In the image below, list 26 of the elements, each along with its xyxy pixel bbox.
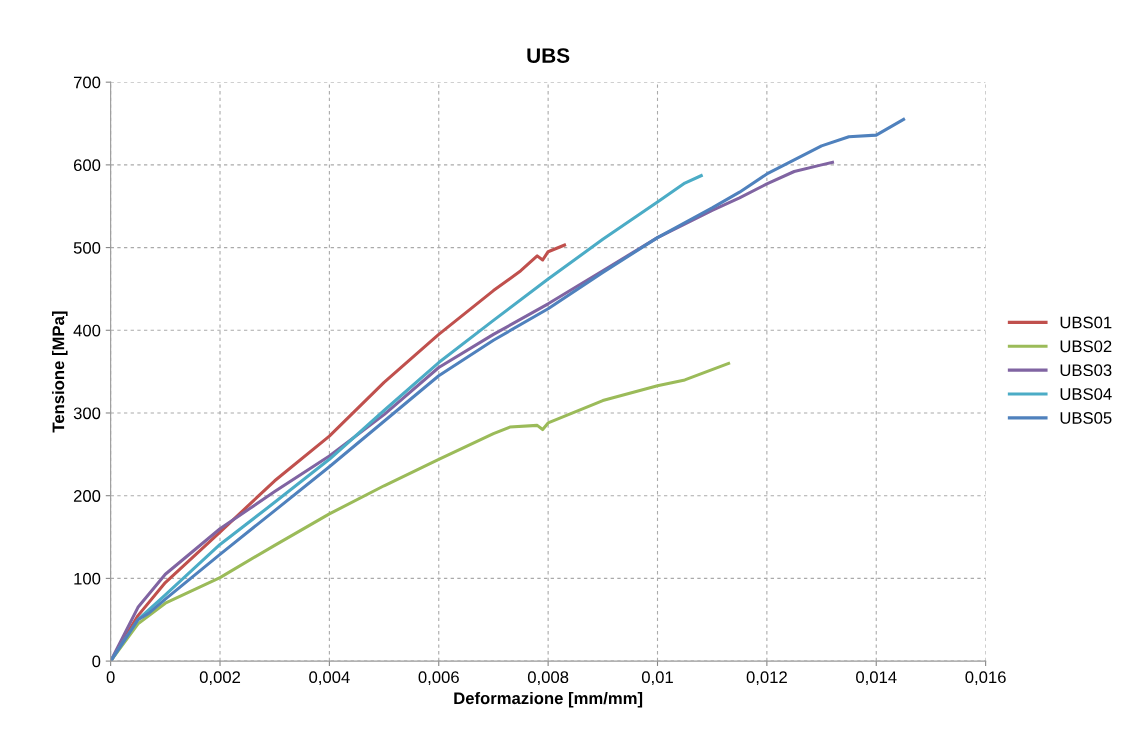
legend-label: UBS02 <box>1060 340 1112 353</box>
legend-label: UBS04 <box>1060 388 1112 400</box>
x-tick-label: 0,016 <box>965 671 1006 686</box>
chart-title: UBS <box>527 48 570 63</box>
x-axis-title: Deformazione [mm/mm] <box>454 691 643 708</box>
x-tick-label: 0,004 <box>309 671 350 686</box>
y-tick-label: 500 <box>73 241 101 254</box>
y-tick-label: 700 <box>73 76 101 89</box>
x-tick-label: 0,01 <box>641 671 673 686</box>
y-tick-label: 600 <box>73 159 101 172</box>
x-tick-label: 0,012 <box>746 671 787 686</box>
legend-label: UBS03 <box>1060 364 1112 377</box>
legend-label: UBS01 <box>1060 316 1112 329</box>
x-tick-label: 0 <box>106 671 115 684</box>
y-tick-label: 0 <box>92 655 101 668</box>
y-tick-label: 100 <box>74 572 101 585</box>
x-tick-label: 0,008 <box>527 671 569 686</box>
x-tick-label: 0,014 <box>856 671 897 686</box>
y-tick-label: 300 <box>73 407 101 420</box>
x-tick-label: 0,002 <box>199 671 241 686</box>
y-tick-label: 400 <box>73 324 101 337</box>
legend-label: UBS05 <box>1060 412 1112 424</box>
y-tick-label: 200 <box>73 490 101 502</box>
line-series <box>110 117 906 662</box>
y-axis-title: Tensione [MPa] <box>52 311 68 433</box>
x-tick-label: 0,006 <box>418 671 459 686</box>
